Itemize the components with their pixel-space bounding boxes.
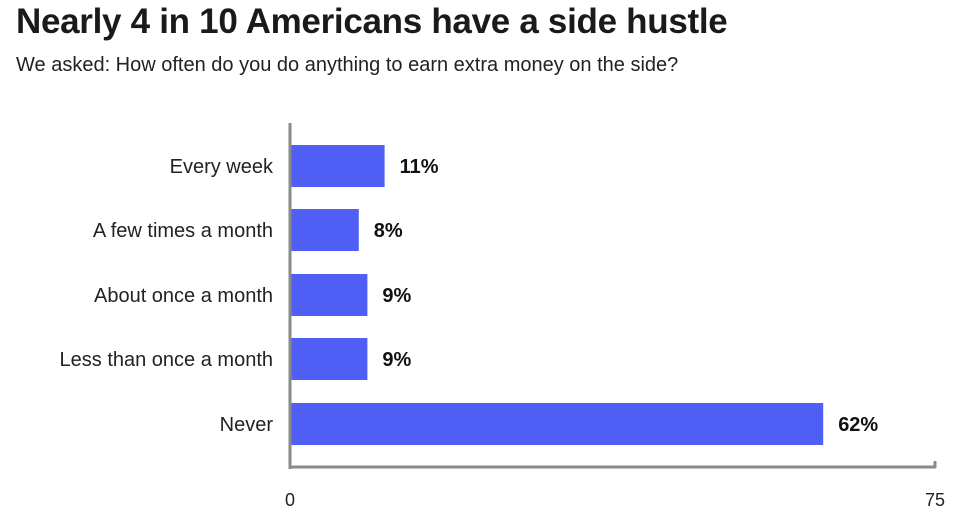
category-label: Never [220,414,274,436]
x-tick-label: 0 [285,490,295,510]
value-label: 8% [374,220,403,242]
category-label: Every week [170,156,274,178]
category-label: About once a month [94,285,273,307]
category-label: A few times a month [93,220,273,242]
chart-title: Nearly 4 in 10 Americans have a side hus… [16,2,728,41]
chart-subtitle: We asked: How often do you do anything t… [16,54,679,76]
value-label: 9% [382,285,411,307]
bar [290,145,385,187]
bar [290,274,368,316]
bar [290,403,824,445]
category-label: Less than once a month [60,349,273,371]
bar [290,209,359,251]
value-label: 11% [400,156,439,178]
x-tick-label: 75 [925,490,945,510]
bar [290,338,368,380]
value-label: 62% [838,414,878,436]
value-label: 9% [382,349,411,371]
